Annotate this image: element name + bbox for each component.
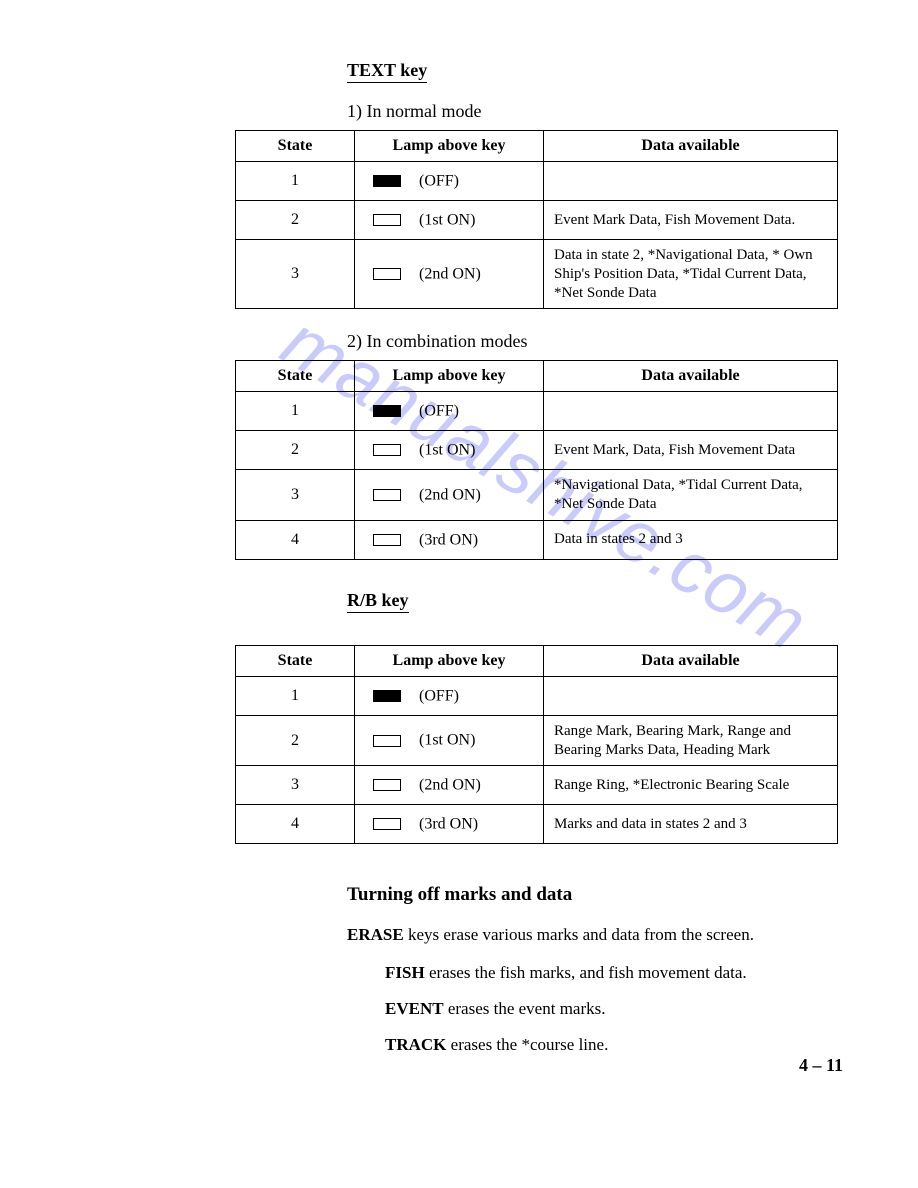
lamp-label: (2nd ON)	[419, 265, 481, 282]
cell-data: Event Mark Data, Fish Movement Data.	[544, 201, 838, 240]
lamp-icon	[373, 444, 401, 456]
text-track-rest: erases the *course line.	[446, 1035, 608, 1054]
cell-data	[544, 162, 838, 201]
lamp-label: (1st ON)	[419, 211, 475, 228]
table-row: 2 (1st ON) Event Mark, Data, Fish Moveme…	[236, 431, 838, 470]
heading-rb-key: R/B key	[347, 590, 409, 613]
para-track: TRACK erases the *course line.	[385, 1035, 853, 1055]
lamp-icon	[373, 690, 401, 702]
cell-lamp: (1st ON)	[355, 431, 544, 470]
th-lamp: Lamp above key	[355, 645, 544, 676]
cell-data	[544, 392, 838, 431]
cell-data: Marks and data in states 2 and 3	[544, 805, 838, 844]
th-lamp: Lamp above key	[355, 131, 544, 162]
th-data: Data available	[544, 131, 838, 162]
cell-state: 2	[236, 715, 355, 766]
lamp-label: (3rd ON)	[419, 531, 478, 548]
lamp-label: (1st ON)	[419, 441, 475, 458]
cell-state: 2	[236, 431, 355, 470]
cell-state: 3	[236, 470, 355, 521]
bold-track: TRACK	[385, 1035, 446, 1054]
cell-data: Range Mark, Bearing Mark, Range and Bear…	[544, 715, 838, 766]
th-state: State	[236, 645, 355, 676]
mode-label-combination: 2) In combination modes	[347, 331, 853, 352]
cell-lamp: (3rd ON)	[355, 520, 544, 559]
lamp-icon	[373, 735, 401, 747]
cell-lamp: (2nd ON)	[355, 470, 544, 521]
lamp-icon	[373, 489, 401, 501]
lamp-label: (OFF)	[419, 172, 459, 189]
table-text-key-normal: State Lamp above key Data available 1 (O…	[235, 130, 838, 309]
table-row: 4 (3rd ON) Data in states 2 and 3	[236, 520, 838, 559]
cell-state: 4	[236, 520, 355, 559]
page-number: 4 – 11	[799, 1055, 843, 1076]
cell-lamp: (1st ON)	[355, 715, 544, 766]
lamp-label: (3rd ON)	[419, 815, 478, 832]
cell-lamp: (OFF)	[355, 392, 544, 431]
bold-erase: ERASE	[347, 925, 404, 944]
text-fish-rest: erases the fish marks, and fish movement…	[425, 963, 747, 982]
cell-data	[544, 676, 838, 715]
cell-data: Data in state 2, *Navigational Data, * O…	[544, 240, 838, 309]
th-state: State	[236, 361, 355, 392]
lamp-label: (OFF)	[419, 402, 459, 419]
lamp-label: (2nd ON)	[419, 486, 481, 503]
cell-data: Event Mark, Data, Fish Movement Data	[544, 431, 838, 470]
lamp-label: (1st ON)	[419, 732, 475, 749]
th-data: Data available	[544, 645, 838, 676]
table-text-key-combination: State Lamp above key Data available 1 (O…	[235, 360, 838, 560]
cell-lamp: (2nd ON)	[355, 240, 544, 309]
cell-state: 3	[236, 766, 355, 805]
table-row: 4 (3rd ON) Marks and data in states 2 an…	[236, 805, 838, 844]
lamp-label: (OFF)	[419, 687, 459, 704]
lamp-icon	[373, 214, 401, 226]
table-row: 2 (1st ON) Event Mark Data, Fish Movemen…	[236, 201, 838, 240]
para-event: EVENT erases the event marks.	[385, 999, 853, 1019]
cell-lamp: (3rd ON)	[355, 805, 544, 844]
cell-state: 1	[236, 676, 355, 715]
table-rb-key: State Lamp above key Data available 1 (O…	[235, 645, 838, 845]
cell-state: 3	[236, 240, 355, 309]
th-state: State	[236, 131, 355, 162]
lamp-icon	[373, 818, 401, 830]
mode-label-normal: 1) In normal mode	[347, 101, 853, 122]
lamp-icon	[373, 534, 401, 546]
table-row: 2 (1st ON) Range Mark, Bearing Mark, Ran…	[236, 715, 838, 766]
cell-lamp: (OFF)	[355, 162, 544, 201]
table-row: 3 (2nd ON) *Navigational Data, *Tidal Cu…	[236, 470, 838, 521]
lamp-label: (2nd ON)	[419, 776, 481, 793]
heading-turning-off: Turning off marks and data	[347, 884, 853, 906]
lamp-icon	[373, 175, 401, 187]
lamp-icon	[373, 779, 401, 791]
table-row: 3 (2nd ON) Range Ring, *Electronic Beari…	[236, 766, 838, 805]
cell-data: Data in states 2 and 3	[544, 520, 838, 559]
table-row: 3 (2nd ON) Data in state 2, *Navigationa…	[236, 240, 838, 309]
text-event-rest: erases the event marks.	[444, 999, 606, 1018]
cell-data: Range Ring, *Electronic Bearing Scale	[544, 766, 838, 805]
cell-lamp: (1st ON)	[355, 201, 544, 240]
table-row: 1 (OFF)	[236, 392, 838, 431]
cell-state: 1	[236, 392, 355, 431]
lamp-icon	[373, 405, 401, 417]
cell-lamp: (OFF)	[355, 676, 544, 715]
cell-lamp: (2nd ON)	[355, 766, 544, 805]
table-row: 1 (OFF)	[236, 162, 838, 201]
text-erase-rest: keys erase various marks and data from t…	[404, 925, 754, 944]
heading-text-key: TEXT key	[347, 60, 427, 83]
lamp-icon	[373, 268, 401, 280]
cell-state: 4	[236, 805, 355, 844]
para-erase: ERASE keys erase various marks and data …	[347, 924, 853, 947]
table-row: 1 (OFF)	[236, 676, 838, 715]
th-data: Data available	[544, 361, 838, 392]
cell-state: 2	[236, 201, 355, 240]
th-lamp: Lamp above key	[355, 361, 544, 392]
bold-fish: FISH	[385, 963, 425, 982]
cell-state: 1	[236, 162, 355, 201]
cell-data: *Navigational Data, *Tidal Current Data,…	[544, 470, 838, 521]
para-fish: FISH erases the fish marks, and fish mov…	[385, 963, 853, 983]
bold-event: EVENT	[385, 999, 444, 1018]
